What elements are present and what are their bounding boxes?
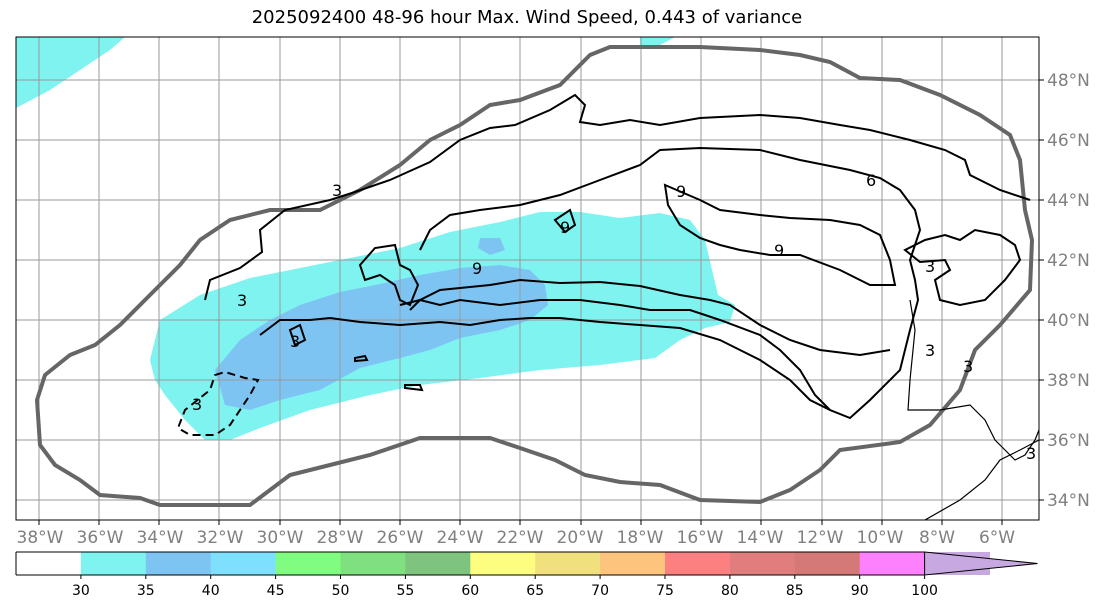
colorbar-extend-arrow (924, 551, 1038, 576)
contour-small-1 (358, 243, 420, 307)
colorbar-tick-label: 75 (656, 583, 674, 599)
lon-label: 22°W (497, 528, 544, 548)
chart-title: 2025092400 48-96 hour Max. Wind Speed, 0… (251, 7, 803, 28)
colorbar-tick-label: 60 (461, 583, 479, 599)
lon-label: 28°W (317, 528, 364, 548)
colorbar-segment (600, 552, 666, 575)
colorbar-tick-label: 65 (526, 583, 544, 599)
latitude-labels: 48°N 46°N 44°N 42°N 40°N 38°N 36°N 34°N (1047, 71, 1090, 511)
lat-label: 36°N (1047, 431, 1090, 451)
contour-label: 6 (866, 171, 876, 190)
contour-label: 3 (290, 332, 300, 351)
lon-label: 14°W (737, 528, 784, 548)
colorbar-segment (16, 552, 82, 575)
lon-label: 20°W (557, 528, 604, 548)
lon-label: 6°W (979, 528, 1015, 548)
contour-9-upper (399, 278, 891, 357)
colorbar-tick-label: 40 (202, 583, 220, 599)
shade-30-35-top (640, 37, 675, 45)
colorbar-tick-label: 50 (332, 583, 350, 599)
lat-label: 40°N (1047, 311, 1090, 331)
north-africa-coast (924, 439, 1039, 520)
colorbar-segment (665, 552, 731, 575)
contour-3-outer (204, 93, 1031, 301)
lat-label: 38°N (1047, 371, 1090, 391)
lon-label: 16°W (677, 528, 724, 548)
lon-label: 30°W (257, 528, 304, 548)
iberia-coast (907, 299, 1039, 461)
contour-label: 9 (774, 241, 784, 260)
domain-outline (34, 45, 1035, 507)
lon-label: 32°W (197, 528, 244, 548)
contour-east-coast (903, 228, 1022, 307)
contour-label: 3 (237, 291, 247, 310)
colorbar-tick-label: 30 (72, 583, 90, 599)
contour-small-2 (553, 208, 577, 234)
colorbar-segment (859, 552, 926, 575)
colorbar-segment (340, 552, 406, 575)
map-frame (15, 36, 1040, 521)
lon-label: 24°W (437, 528, 484, 548)
contour-label: 3 (925, 257, 935, 276)
graticule (16, 37, 1039, 520)
colorbar-tick-labels: 30 35 40 45 50 55 60 65 70 75 80 85 90 100 (72, 583, 938, 599)
contour-9-east (663, 183, 897, 286)
lon-label: 34°W (137, 528, 184, 548)
contour-labels: 3 9 9 9 9 6 3 3 3 3 3 3 3 (192, 171, 1036, 463)
contour-label: 3 (925, 341, 935, 360)
contour-label: 9 (472, 259, 482, 278)
lon-label: 12°W (797, 528, 844, 548)
contour-3-dashed (176, 370, 260, 436)
colorbar-tick-label: 35 (137, 583, 155, 599)
lon-label: 36°W (77, 528, 124, 548)
lat-label: 34°N (1047, 491, 1090, 511)
lat-label: 44°N (1047, 191, 1090, 211)
contour-small-3 (288, 323, 307, 347)
colorbar-segment (405, 552, 471, 575)
colorbar-segment (470, 552, 536, 575)
contour-6 (409, 146, 922, 420)
colorbar-tick-label: 70 (591, 583, 609, 599)
contour-small-5 (354, 354, 369, 363)
coastline (907, 299, 1039, 520)
colorbar-tick-label: 55 (396, 583, 414, 599)
wind-contours (204, 93, 1031, 420)
colorbar-segment (275, 552, 341, 575)
colorbar-segment (794, 552, 861, 575)
shade-30-35-top-left (16, 37, 125, 108)
contour-label: 3 (1026, 444, 1036, 463)
tick-marks (38, 79, 1044, 525)
lon-label: 26°W (377, 528, 424, 548)
contour-small-4 (404, 384, 424, 392)
shade-35-40-patch (478, 238, 505, 255)
contour-label: 3 (332, 181, 342, 200)
colorbar-segment (145, 552, 212, 575)
lat-label: 42°N (1047, 251, 1090, 271)
contour-label: 3 (963, 357, 973, 376)
lon-label: 8°W (919, 528, 955, 548)
colorbar-tick-label: 90 (851, 583, 869, 599)
lon-label: 18°W (617, 528, 664, 548)
lon-label: 38°W (17, 528, 64, 548)
colorbar-tick-label: 85 (786, 583, 804, 599)
colorbar-tick-label: 100 (911, 583, 938, 599)
colorbar-segment (729, 552, 796, 575)
colorbar-tick-label: 80 (721, 583, 739, 599)
colorbar-segment (80, 552, 147, 575)
colorbar (15, 551, 1038, 579)
colorbar-segment (535, 552, 601, 575)
contour-9-lower (259, 316, 831, 411)
contour-label: 9 (676, 182, 686, 201)
lat-label: 46°N (1047, 131, 1090, 151)
contour-label: 9 (560, 218, 570, 237)
contour-label: 3 (192, 395, 202, 414)
colorbar-tick-label: 45 (267, 583, 285, 599)
longitude-labels: 38°W 36°W 34°W 32°W 30°W 28°W 26°W 24°W … (17, 528, 1016, 548)
colorbar-segment (210, 552, 277, 575)
lat-label: 48°N (1047, 71, 1090, 91)
lon-label: 10°W (857, 528, 904, 548)
